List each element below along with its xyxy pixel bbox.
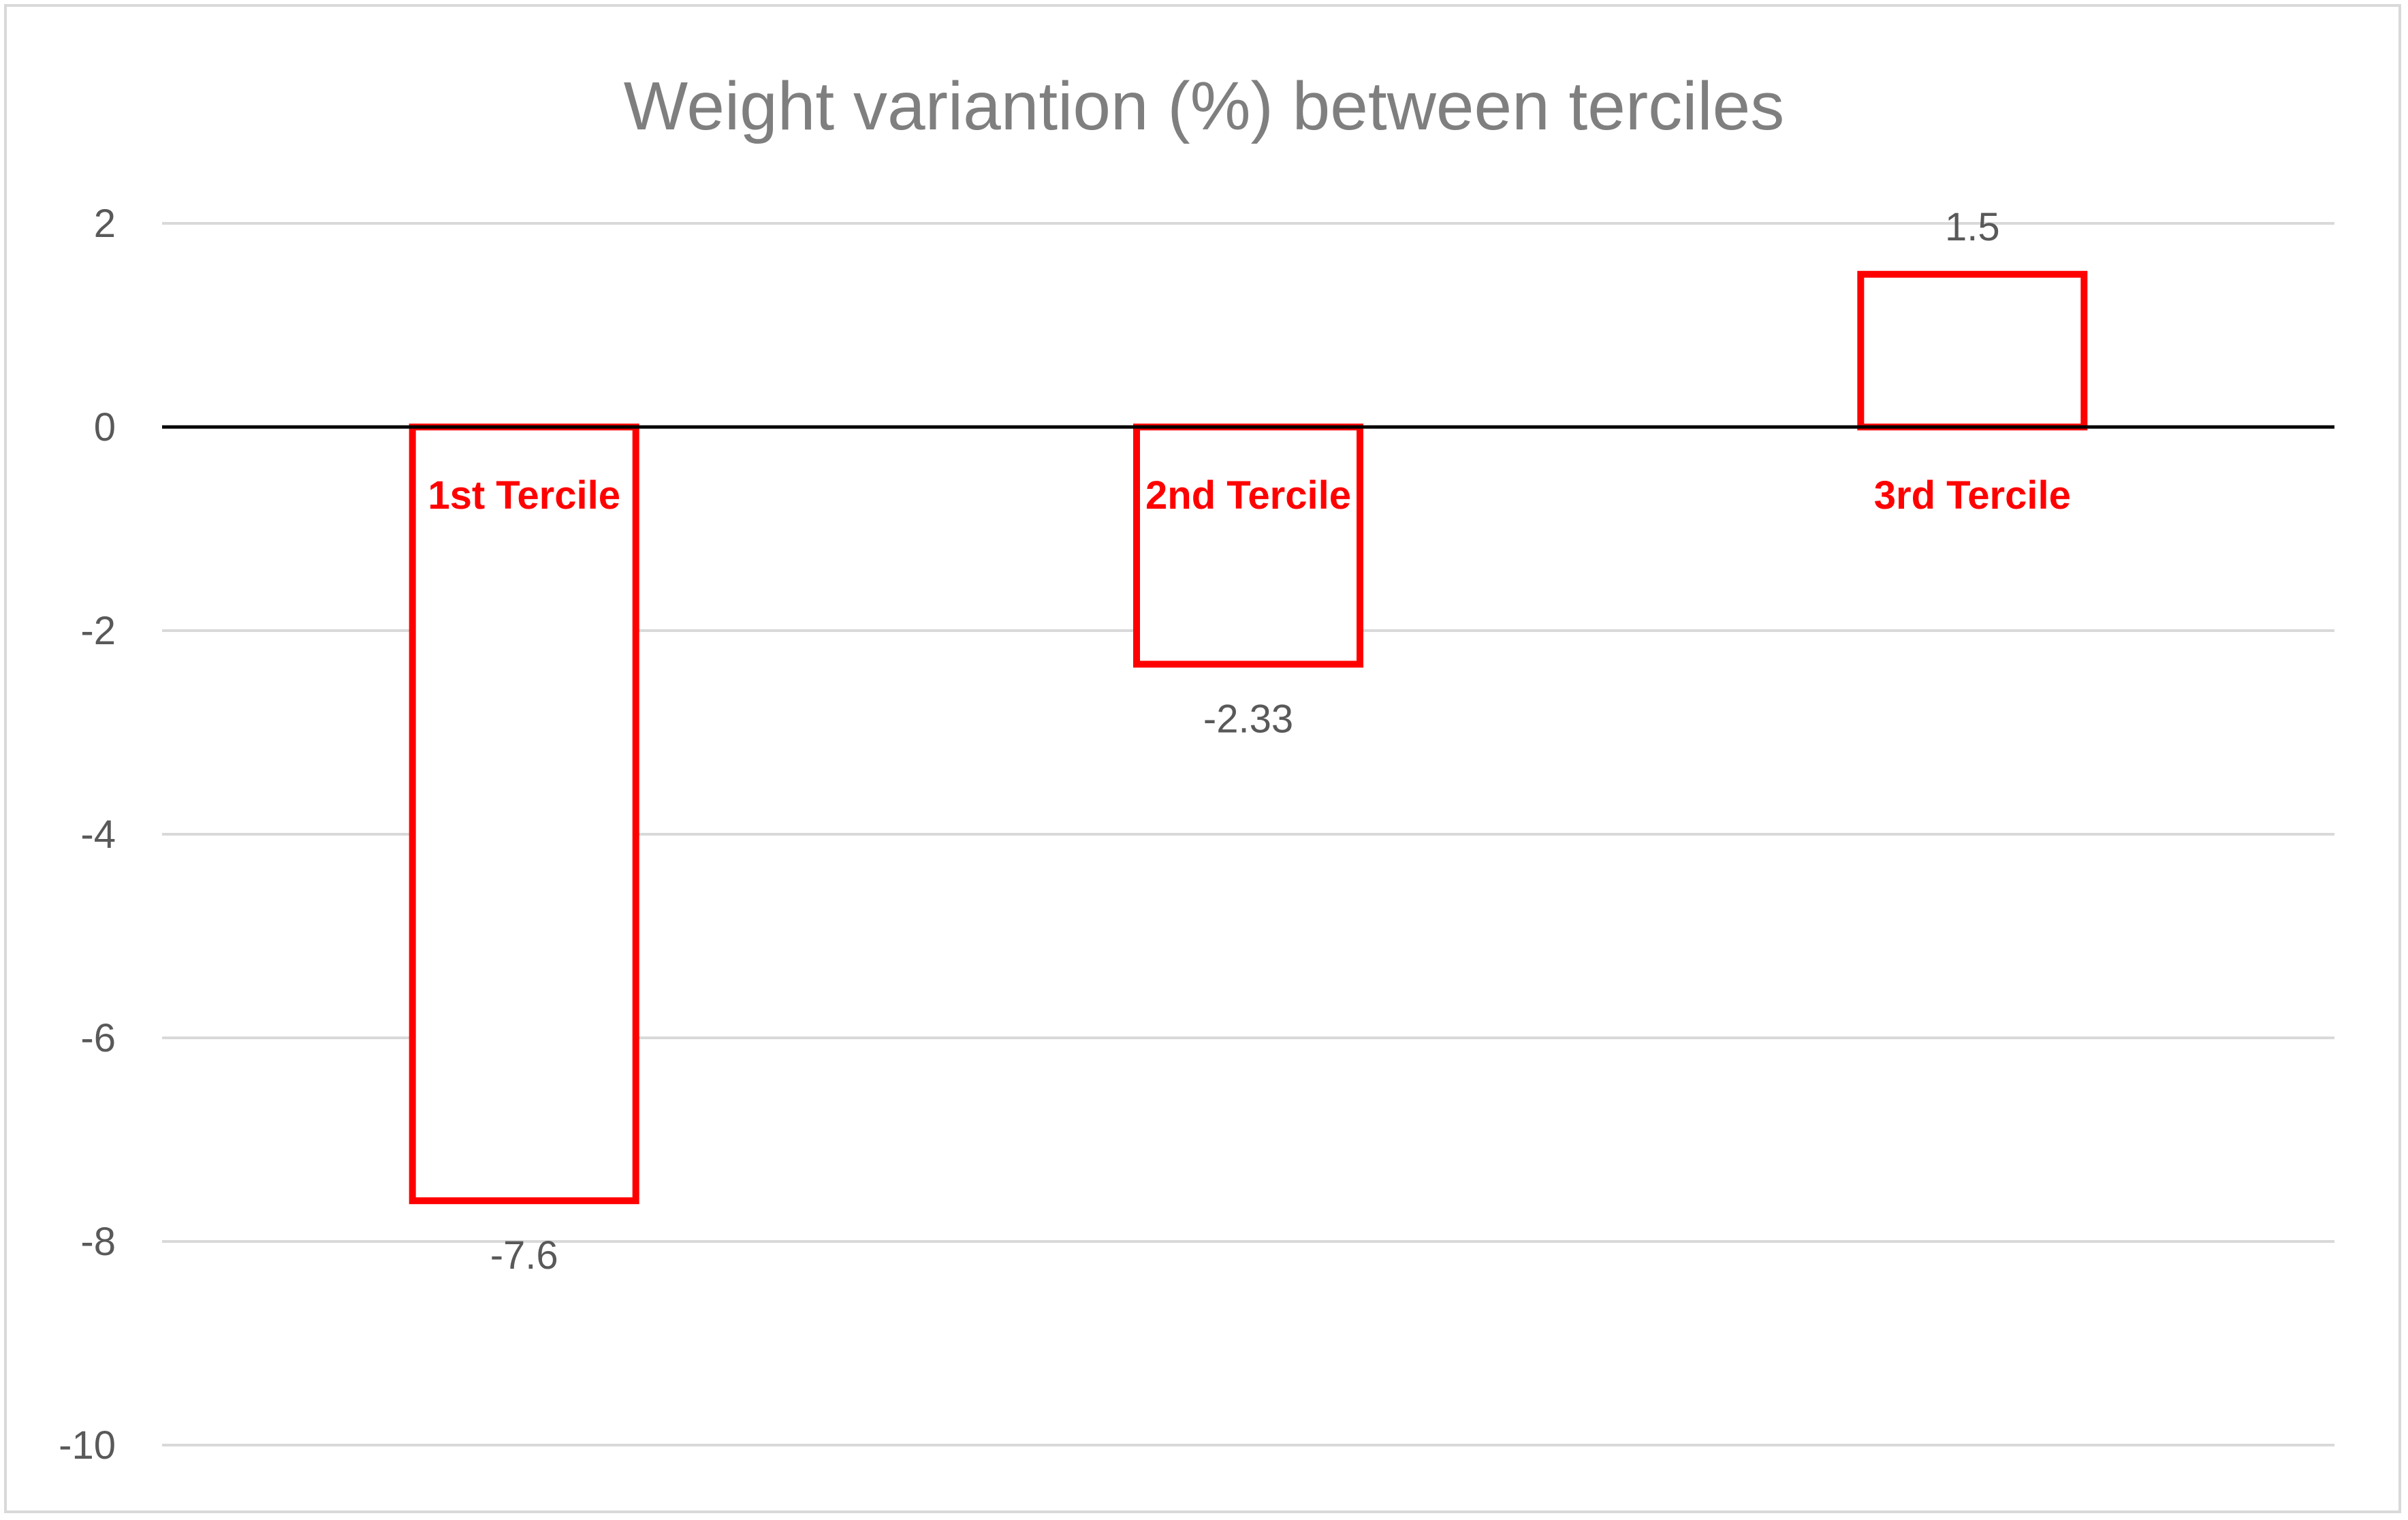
bar-value-label: 1.5 <box>1945 205 2000 249</box>
y-tick-label: 2 <box>94 202 116 246</box>
y-tick-label: -4 <box>80 812 116 857</box>
y-tick-label: -8 <box>80 1220 116 1264</box>
bar <box>1857 270 2088 430</box>
bar-value-label: -2.33 <box>1203 697 1293 741</box>
chart-frame <box>4 4 2401 1513</box>
bars-layer <box>409 270 2088 1205</box>
labels-layer: 2 0 -2 -4 -6 -8 -10 -7.6 1st Tercile -2.33 2nd Ter… <box>59 202 2071 1468</box>
bar-value-label: -7.6 <box>490 1233 558 1278</box>
chart-title: Weight variantion (%) between terciles <box>624 68 1785 144</box>
category-label: 2nd Tercile <box>1145 473 1351 518</box>
y-tick-label: 0 <box>94 405 116 449</box>
category-label: 3rd Tercile <box>1874 473 2071 518</box>
y-tick-label: -2 <box>80 609 116 653</box>
bar <box>409 424 639 1205</box>
y-tick-label: -6 <box>80 1016 116 1060</box>
category-label: 1st Tercile <box>428 473 620 518</box>
y-tick-label: -10 <box>59 1423 116 1468</box>
bar <box>1133 424 1363 668</box>
